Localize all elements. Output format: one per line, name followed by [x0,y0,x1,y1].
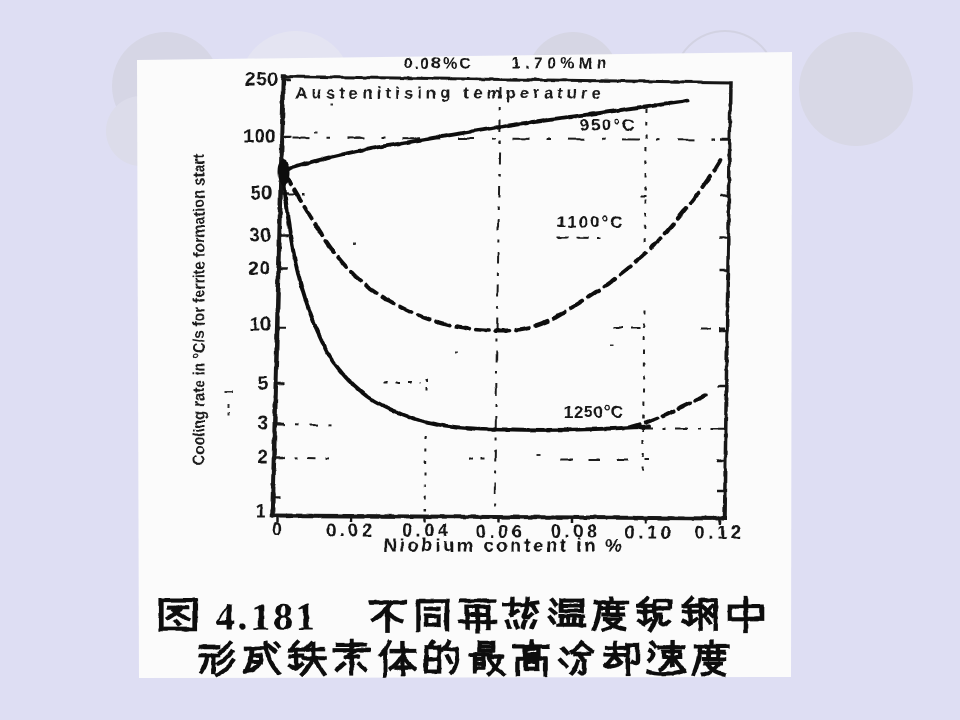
svg-text:0.10: 0.10 [624,521,674,542]
svg-text:30: 30 [249,225,271,246]
svg-text:20: 20 [248,258,270,279]
svg-text:1: 1 [255,501,266,522]
svg-text:1250°C: 1250°C [563,402,623,421]
svg-text:Cooling rate in °C/s for ferri: Cooling rate in °C/s for ferrite formati… [190,153,208,464]
svg-text:2: 2 [257,447,268,468]
svg-text:Niobium content in %: Niobium content in % [383,534,624,555]
svg-text:4.181: 4.181 [215,595,318,638]
svg-text:1100°C: 1100°C [556,212,624,231]
svg-text:0.08%C: 0.08%C [403,55,472,72]
svg-text:0.02: 0.02 [325,519,375,540]
svg-text:1.70%Mn: 1.70%Mn [511,55,610,72]
svg-text:250: 250 [245,69,278,90]
svg-text:100: 100 [243,126,276,147]
svg-text:Austenitising temperature: Austenitising temperature [295,84,604,102]
svg-text:950°C: 950°C [579,115,635,134]
svg-text:0.08: 0.08 [550,520,600,541]
svg-text:5: 5 [257,373,268,394]
svg-text:0.12: 0.12 [694,521,744,542]
svg-text:3: 3 [257,413,268,434]
svg-text:50: 50 [250,183,272,204]
svg-text:0.06: 0.06 [475,520,525,541]
svg-text:10: 10 [249,314,271,335]
svg-text:0: 0 [271,518,285,539]
svg-text:0.04: 0.04 [401,519,451,540]
